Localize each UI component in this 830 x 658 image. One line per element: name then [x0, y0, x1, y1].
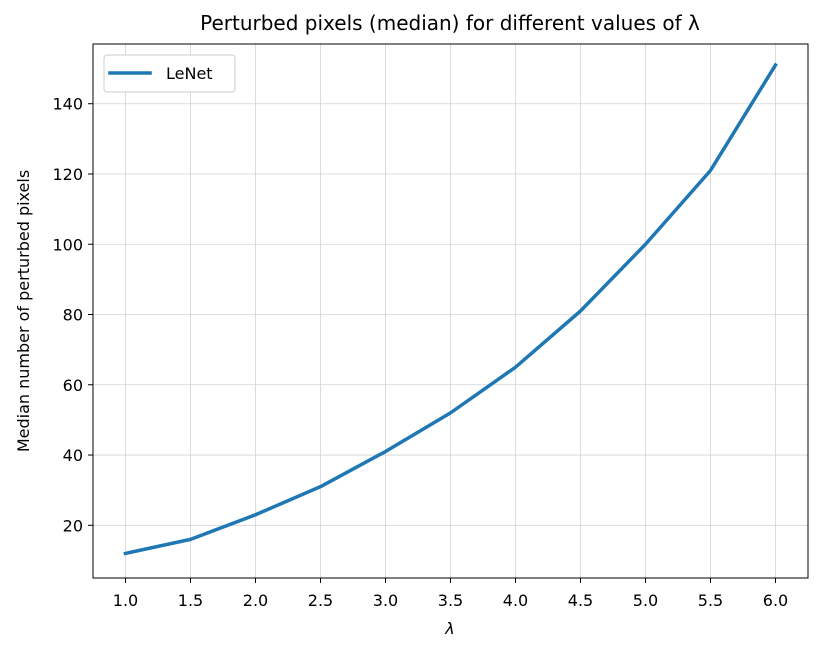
x-tick-label: 5.5 — [698, 591, 723, 610]
y-tick-label: 80 — [63, 306, 83, 325]
x-tick-label: 1.0 — [113, 591, 138, 610]
y-tick-label: 100 — [52, 235, 83, 254]
grid — [93, 44, 808, 578]
x-axis: 1.0 1.5 2.0 2.5 3.0 3.5 4.0 4.5 5.0 5.5 6.0 — [113, 578, 788, 610]
series-line-lenet — [123, 62, 778, 556]
chart-title: Perturbed pixels (median) for different … — [200, 11, 700, 35]
series-layer — [123, 62, 778, 556]
x-tick-label: 4.5 — [568, 591, 593, 610]
legend-box — [103, 54, 236, 93]
x-tick-label: 4.0 — [503, 591, 528, 610]
x-tick-label: 2.0 — [243, 591, 268, 610]
x-tick-label: 3.5 — [438, 591, 463, 610]
x-tick-label: 2.5 — [308, 591, 333, 610]
x-tick-label: 6.0 — [763, 591, 788, 610]
y-tick-label: 40 — [63, 446, 83, 465]
y-tick-label: 20 — [63, 516, 83, 535]
x-axis-label: λ — [444, 619, 454, 638]
x-tick-label: 3.0 — [373, 591, 398, 610]
x-tick-label: 5.0 — [633, 591, 658, 610]
x-tick-label: 1.5 — [178, 591, 203, 610]
y-tick-label: 120 — [52, 165, 83, 184]
legend-label-lenet: LeNet — [166, 64, 213, 83]
y-tick-label: 60 — [63, 376, 83, 395]
y-axis-label: Median number of perturbed pixels — [14, 170, 33, 452]
legend: LeNet — [103, 54, 236, 93]
y-tick-label: 140 — [52, 95, 83, 114]
y-axis: 20 40 60 80 100 120 140 — [52, 95, 93, 535]
